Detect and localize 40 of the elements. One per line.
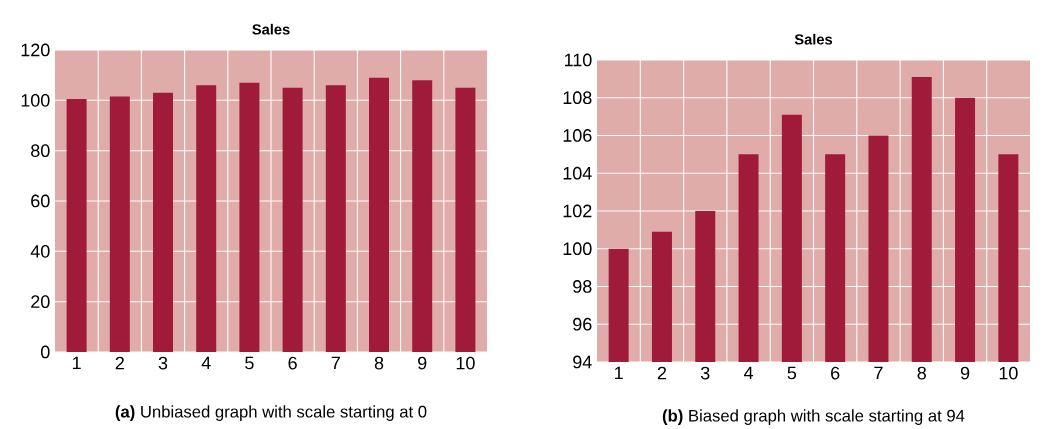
x-tick-label: 5 (787, 366, 797, 380)
y-tick-label: 80 (31, 144, 50, 157)
chart-title: Sales (252, 23, 290, 35)
x-tick-label: 8 (374, 356, 384, 370)
text: (a) Unbiased graph with scale starting at 0 (115, 405, 427, 421)
text: (b) Biased graph with scale starting at 94 (662, 409, 965, 425)
x-tick-label: 7 (874, 366, 883, 379)
y-tick-label: 98 (573, 279, 592, 293)
x-tick-label: 8 (917, 366, 926, 380)
x-tick-label: 4 (201, 356, 211, 369)
y-tick-label: 100 (563, 242, 592, 255)
x-tick-label: 6 (288, 356, 297, 370)
y-tick-label: 20 (31, 295, 50, 308)
x-tick-label: 9 (960, 366, 970, 380)
x-tick-label: 1 (72, 356, 81, 369)
y-tick-label: 106 (563, 128, 592, 142)
y-tick-label: 100 (21, 93, 50, 107)
x-tick-label: 9 (418, 356, 427, 370)
x-tick-label: 4 (743, 366, 754, 379)
y-tick-label: 94 (573, 355, 592, 369)
x-tick-label: 3 (158, 356, 168, 370)
chart-title: Sales (794, 33, 833, 45)
y-tick-label: 104 (563, 166, 592, 180)
x-tick-label: 1 (615, 366, 623, 379)
x-tick-label: 6 (831, 366, 840, 380)
x-tick-label: 10 (456, 356, 475, 370)
y-tick-label: 120 (21, 43, 50, 57)
y-tick-label: 102 (563, 204, 592, 218)
x-tick-label: 3 (700, 366, 710, 380)
y-tick-label: 110 (564, 53, 592, 67)
y-tick-label: 0 (41, 345, 50, 359)
y-tick-label: 40 (30, 244, 50, 258)
x-tick-label: 10 (999, 366, 1018, 380)
y-tick-label: 60 (31, 194, 50, 208)
x-tick-label: 5 (245, 356, 254, 370)
x-tick-label: 2 (657, 366, 667, 380)
x-tick-label: 7 (331, 356, 340, 369)
x-tick-label: 2 (115, 356, 124, 370)
y-tick-label: 96 (573, 317, 592, 331)
y-tick-label: 108 (563, 91, 592, 104)
